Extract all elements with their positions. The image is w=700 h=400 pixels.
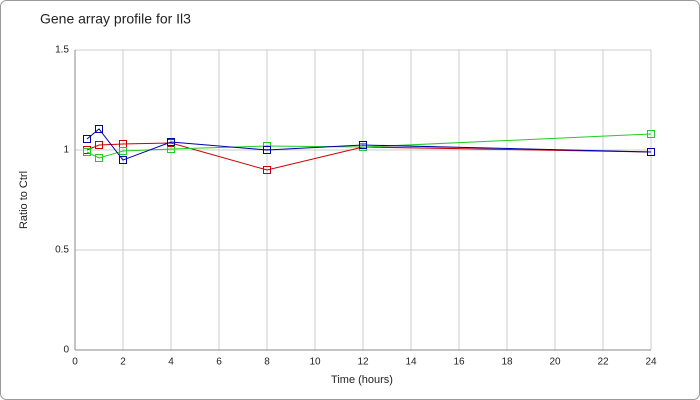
point-marker xyxy=(119,147,127,155)
point-marker xyxy=(119,156,127,164)
y-tick-label: 1 xyxy=(63,145,69,156)
x-tick-label: 18 xyxy=(501,357,513,368)
x-tick-label: 8 xyxy=(264,357,270,368)
x-tick-label: 6 xyxy=(216,357,222,368)
x-tick-label: 22 xyxy=(597,357,609,368)
y-axis-label: Ratio to Ctrl xyxy=(18,171,30,229)
point-marker xyxy=(95,154,103,162)
x-tick-label: 12 xyxy=(357,357,369,368)
y-tick-label: 1.5 xyxy=(55,45,69,56)
x-tick-label: 10 xyxy=(309,357,321,368)
point-marker xyxy=(83,148,91,156)
chart-title: Gene array profile for Il3 xyxy=(40,11,191,27)
series-line xyxy=(86,128,652,161)
point-marker xyxy=(647,130,655,138)
x-tick-label: 0 xyxy=(72,357,78,368)
x-axis-label: Time (hours) xyxy=(331,374,393,386)
point-marker xyxy=(647,148,655,156)
point-marker xyxy=(95,125,103,133)
point-marker xyxy=(167,138,175,146)
point-marker xyxy=(263,166,271,174)
point-marker xyxy=(263,146,271,154)
point-marker xyxy=(359,141,367,149)
point-marker xyxy=(95,141,103,149)
y-tick-label: 0 xyxy=(63,345,69,356)
point-marker xyxy=(83,135,91,143)
series-line xyxy=(86,133,652,159)
x-tick-label: 2 xyxy=(120,357,126,368)
y-tick-label: 0.5 xyxy=(55,245,69,256)
x-tick-label: 16 xyxy=(453,357,465,368)
x-tick-label: 4 xyxy=(168,357,174,368)
x-tick-label: 20 xyxy=(549,357,561,368)
x-tick-label: 24 xyxy=(645,357,657,368)
x-tick-label: 14 xyxy=(405,357,417,368)
